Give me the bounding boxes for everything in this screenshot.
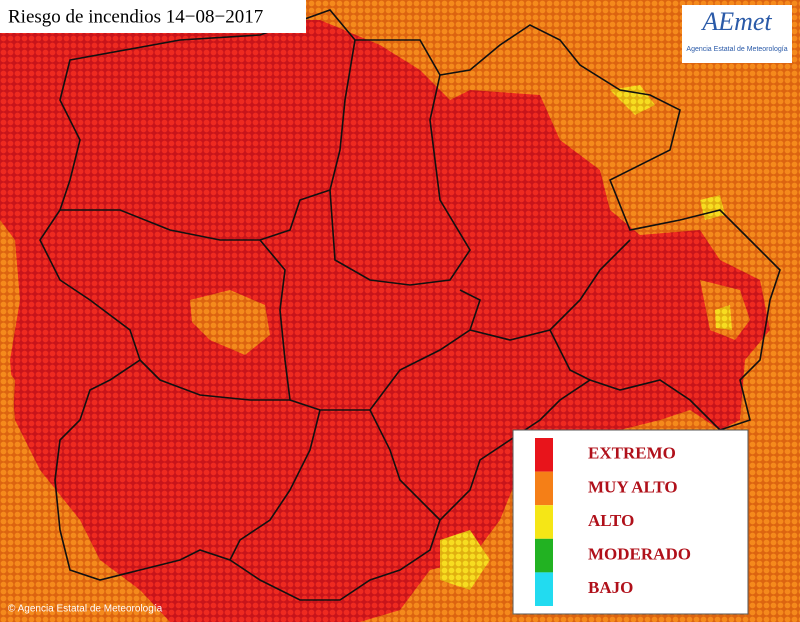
logo-subtitle: Agencia Estatal de Meteorología [686,46,787,53]
area-alto-2 [440,530,490,590]
title-box [0,0,306,33]
title: Riesgo de incendios 14−08−2017 [8,6,263,27]
area-alto-4 [715,305,732,330]
border-4 [469,239,631,341]
legend-label: MODERADO [588,545,691,564]
logo-name: AEmet [700,7,772,36]
province-borders [39,9,781,601]
legend-swatch [535,538,553,573]
legend-swatch [535,505,553,539]
border-5 [549,329,591,381]
legend-label: MUY ALTO [588,477,678,496]
border-2 [329,74,471,286]
border-8 [229,409,321,561]
legend-label: ALTO [588,511,634,530]
area-muy-alto-south [0,560,170,622]
area-alto-1 [610,85,655,115]
logo-box [682,5,792,63]
legend-label: BAJO [588,578,633,597]
border-7 [369,409,441,521]
area-extremo [0,20,770,622]
border-3 [259,239,481,411]
region-outline [39,9,781,601]
area-muy-alto-center [190,290,270,355]
area-muy-alto-west [0,360,15,460]
border-1 [60,39,356,241]
legend-swatch [535,471,553,506]
legend-swatch [535,572,553,606]
legend-label: EXTREMO [588,444,676,463]
copyright: © Agencia Estatal de Meteorología [8,604,163,615]
legend: EXTREMO MUY ALTO ALTO MODERADO BAJO [512,429,749,615]
border-6 [139,359,290,401]
legend-swatch [535,438,553,472]
